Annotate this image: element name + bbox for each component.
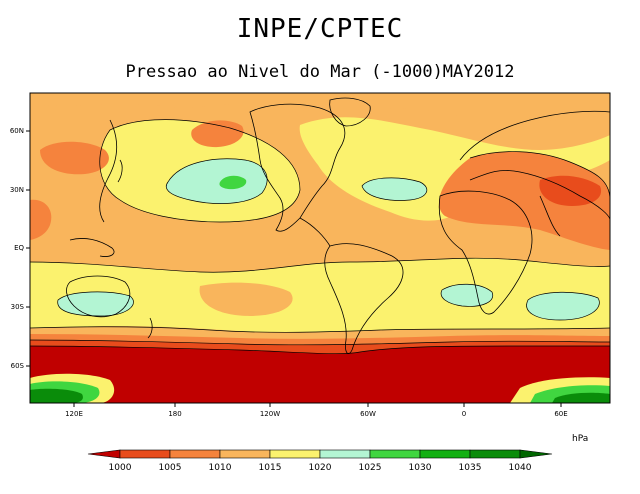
colorbar-tick-label: 1015	[259, 463, 282, 473]
colorbar-tick-label: 1000	[109, 463, 132, 473]
lat-label-30s: 30S	[11, 303, 25, 311]
coastlines	[66, 97, 610, 354]
colorbar-unit: hPa	[572, 434, 589, 444]
lat-label-60n: 60N	[10, 127, 24, 135]
colorbar-tick-label: 1020	[309, 463, 332, 473]
lon-label-0: 0	[462, 410, 466, 418]
colorbar-swatch	[319, 449, 371, 459]
colorbar-tick-label: 1025	[359, 463, 382, 473]
lon-label-60w: 60W	[360, 410, 376, 418]
colorbar: 1000 1005 1010 1015 1020 1025 1030 1035 1040	[87, 449, 553, 473]
colorbar-swatch	[219, 449, 271, 459]
colorbar-tick-label: 1010	[209, 463, 232, 473]
colorbar-tick-label: 1035	[459, 463, 482, 473]
lon-label-60e: 60E	[554, 410, 567, 418]
lon-label-180: 180	[168, 410, 181, 418]
page-title: INPE/CPTEC	[236, 14, 404, 44]
colorbar-tick-label: 1005	[159, 463, 182, 473]
colorbar-swatch	[469, 449, 521, 459]
colorbar-swatch	[87, 449, 121, 459]
colorbar-swatch	[119, 449, 171, 459]
lat-label-30n: 30N	[10, 186, 24, 194]
contour-lines	[30, 119, 610, 355]
lon-label-120e: 120E	[65, 410, 83, 418]
lat-label-60s: 60S	[11, 362, 25, 370]
colorbar-tick-label: 1040	[509, 463, 532, 473]
colorbar-tick-label: 1030	[409, 463, 432, 473]
colorbar-swatch	[269, 449, 321, 459]
colorbar-swatch	[519, 449, 553, 459]
lat-label-eq: EQ	[14, 244, 24, 252]
map-subtitle: Pressao ao Nivel do Mar (-1000)MAY2012	[125, 62, 515, 82]
lon-label-120w: 120W	[260, 410, 280, 418]
colorbar-swatch	[369, 449, 421, 459]
pressure-field	[30, 93, 610, 403]
colorbar-swatch	[169, 449, 221, 459]
colorbar-swatch	[419, 449, 471, 459]
